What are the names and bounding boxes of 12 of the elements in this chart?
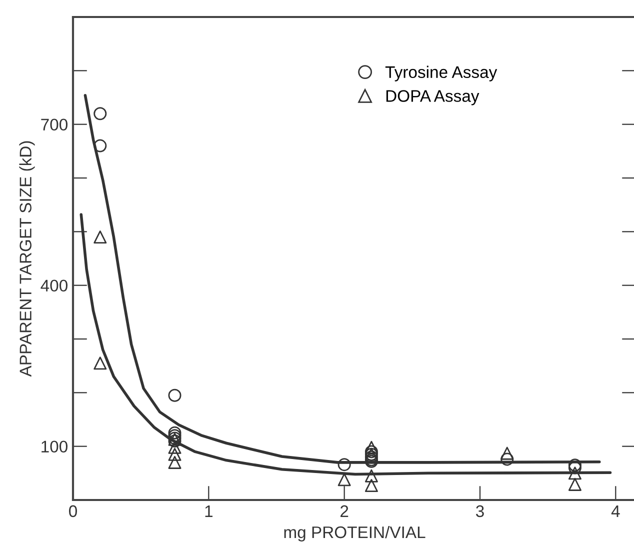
- y-tick-label: 400: [40, 280, 68, 292]
- legend-label: Tyrosine Assay: [385, 66, 498, 82]
- x-axis-title: mg PROTEIN/VIAL: [284, 526, 426, 542]
- x-tick-label: 4: [611, 505, 620, 517]
- x-tick-label: 1: [205, 505, 212, 517]
- x-tick-label: 3: [476, 505, 484, 518]
- y-tick-label: 100: [42, 440, 68, 453]
- legend-label: DOPA Assay: [386, 90, 480, 106]
- y-axis-title: APPARENT TARGET SIZE (kD): [19, 141, 35, 377]
- x-tick-label: 2: [340, 505, 348, 517]
- y-tick-label: 700: [41, 118, 68, 131]
- x-tick-label: 0: [69, 505, 77, 518]
